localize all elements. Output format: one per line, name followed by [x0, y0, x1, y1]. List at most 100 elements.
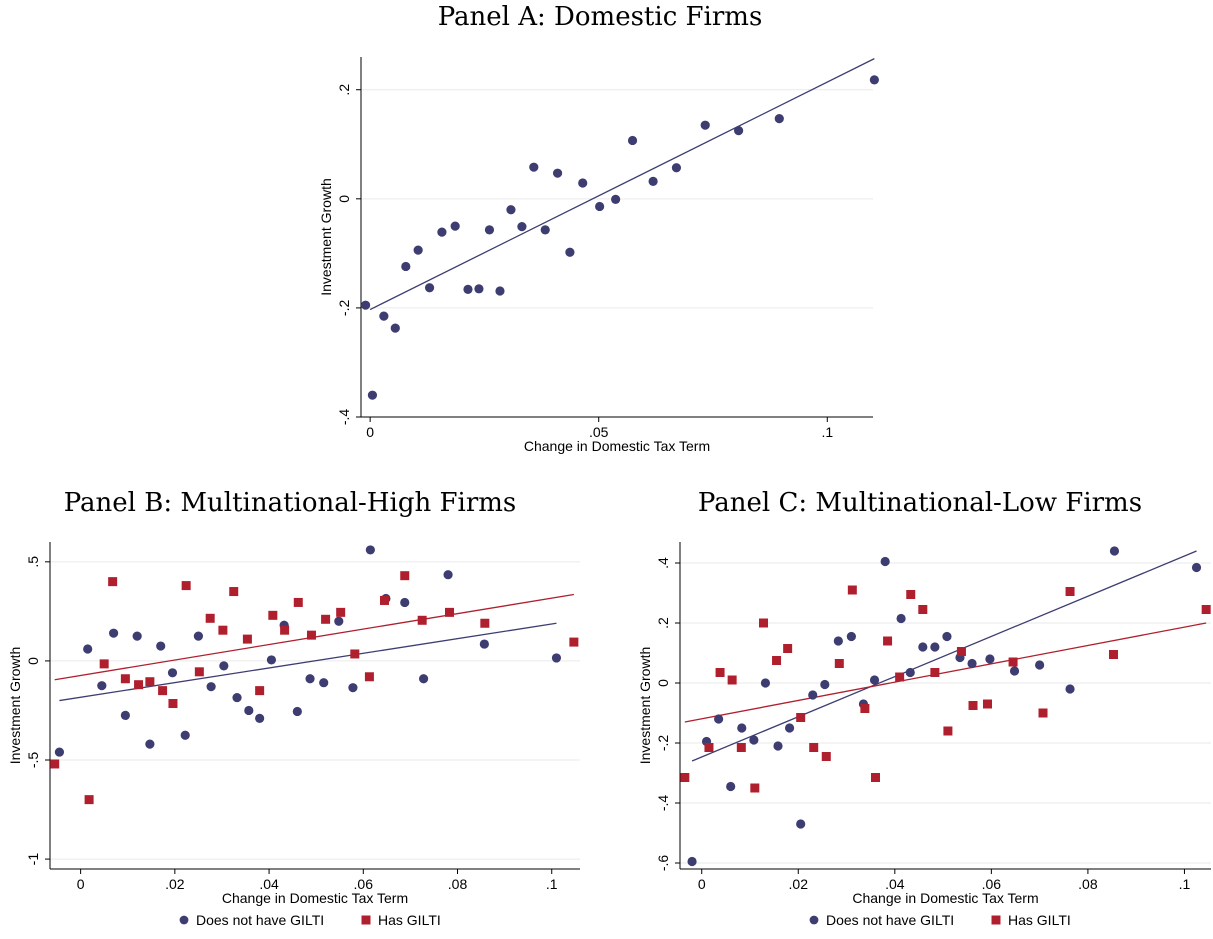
panel-c-point-no-gilti	[905, 667, 915, 678]
panel-c-point-gilti	[1065, 587, 1075, 596]
panel-c-x-tick-label: .06	[982, 876, 1002, 892]
panel-b-point-gilti	[255, 686, 265, 696]
panel-b-point-no-gilti	[244, 705, 254, 716]
panel-b-point-gilti	[480, 618, 490, 628]
panel-a-point-no-gilti	[463, 284, 473, 294]
panel-a-point-no-gilti	[450, 221, 460, 231]
panel-c-point-gilti	[1201, 605, 1211, 614]
panel-b-point-gilti	[99, 659, 109, 669]
panel-a-x-tick-label: .05	[589, 424, 609, 440]
panel-a-point-no-gilti	[390, 323, 400, 333]
panel-b-point-gilti	[205, 613, 215, 623]
panel-b-point-no-gilti	[97, 681, 107, 691]
panel-c-point-no-gilti	[726, 781, 736, 792]
panel-b-point-gilti	[218, 625, 228, 635]
panel-b-point-no-gilti	[206, 682, 216, 692]
panel-b-point-no-gilti	[109, 628, 119, 638]
panel-c-point-gilti	[968, 701, 978, 710]
panel-b-point-no-gilti	[418, 674, 429, 684]
panel-b-x-tick-label: .04	[259, 876, 279, 892]
panel-c-point-gilti	[943, 726, 953, 736]
panel-c-x-axis-label: Change in Domestic Tax Term	[852, 890, 1038, 906]
panel-a-point-no-gilti	[495, 286, 505, 296]
panel-b-point-gilti	[145, 677, 155, 687]
panel-b-y-tick-label: -1	[25, 853, 41, 866]
panel-c-fit-line-no-gilti	[691, 550, 1197, 762]
panel-a-point-no-gilti	[578, 178, 588, 188]
panel-c-y-tick-label: 0	[655, 679, 671, 687]
panel-b-point-gilti	[293, 597, 303, 607]
panel-c-point-no-gilti	[869, 675, 880, 685]
panel-c-fit-line-gilti	[684, 622, 1207, 723]
panel-a-point-no-gilti	[437, 227, 447, 237]
panel-c-point-no-gilti	[985, 654, 995, 664]
panel-a-y-tick-label: -.2	[336, 300, 352, 317]
panel-c-point-no-gilti	[1191, 562, 1202, 573]
panel-b-point-no-gilti	[145, 739, 155, 749]
panel-b-point-gilti	[242, 634, 252, 644]
panel-b-point-gilti	[306, 630, 316, 640]
panel-b-point-no-gilti	[334, 616, 344, 626]
panel-c-point-no-gilti	[846, 631, 856, 642]
panel-a-y-tick-label: -.4	[336, 409, 352, 426]
panel-c-point-gilti	[772, 656, 782, 665]
panel-c-point-gilti	[759, 618, 769, 628]
panel-b-x-axis-label: Change in Domestic Tax Term	[222, 890, 408, 906]
panel-b-x-tick-label: .02	[165, 876, 185, 892]
panel-b-point-gilti	[158, 686, 168, 696]
panel-c-point-gilti	[847, 585, 857, 595]
panel-c-legend-label-no-gilti: Does not have GILTI	[826, 912, 954, 928]
panel-b-point-gilti	[417, 615, 427, 625]
panel-a-point-no-gilti	[413, 245, 423, 255]
panel-c-point-gilti	[871, 773, 881, 782]
panel-c-point-gilti	[727, 675, 737, 685]
panel-b-point-no-gilti	[167, 668, 178, 678]
panel-c-x-tick-label: .04	[885, 876, 905, 892]
panel-a-point-no-gilti	[360, 300, 371, 310]
panel-b-point-gilti	[108, 577, 118, 587]
panel-c-point-no-gilti	[833, 636, 843, 646]
panel-b-point-gilti	[569, 637, 579, 647]
panel-b-point-no-gilti	[193, 631, 203, 641]
panel-b-y-tick-label: .5	[25, 556, 41, 568]
panel-b-point-gilti	[268, 610, 278, 620]
panel-c-x-tick-label: .1	[1179, 876, 1191, 892]
panel-c-point-no-gilti	[1035, 660, 1045, 670]
panel-c-point-gilti	[982, 699, 992, 709]
panel-b-point-no-gilti	[120, 710, 130, 721]
panel-c-point-no-gilti	[714, 714, 724, 724]
panel-a-point-no-gilti	[648, 176, 658, 186]
panel-c-x-tick-label: 0	[698, 876, 706, 892]
panel-b-point-gilti	[50, 759, 60, 769]
panel-b-point-no-gilti	[443, 570, 453, 580]
panel-b-point-gilti	[445, 607, 455, 617]
panel-c-point-gilti	[834, 659, 844, 668]
panel-b-point-gilti	[84, 795, 94, 805]
panel-c-point-gilti	[1038, 708, 1048, 718]
panel-c-point-gilti	[821, 752, 831, 761]
panel-c-point-no-gilti	[687, 856, 697, 867]
panel-c-title: Panel C: Multinational-Low Firms	[697, 488, 1143, 518]
panel-b-point-no-gilti	[400, 597, 410, 608]
panel-c-y-tick-label: -.4	[655, 795, 671, 812]
panel-a-point-no-gilti	[734, 126, 744, 136]
panel-c-point-no-gilti	[760, 678, 771, 688]
panel-c-point-no-gilti	[1009, 666, 1020, 676]
panel-b-point-no-gilti	[479, 639, 489, 649]
panel-a-point-no-gilti	[424, 283, 435, 293]
panel-b-point-gilti	[321, 614, 331, 624]
panel-b-x-tick-label: .1	[546, 876, 558, 892]
panel-b-legend-marker-gilti	[361, 915, 371, 925]
panel-c-x-tick-label: .08	[1078, 876, 1098, 892]
panel-c-x-tick-label: .02	[789, 876, 809, 892]
panel-c-legend-marker-no-gilti	[809, 915, 819, 925]
panel-a-y-axis-label: Investment Growth	[318, 178, 334, 296]
panel-a-point-no-gilti	[552, 168, 563, 178]
panel-b-point-no-gilti	[266, 655, 277, 665]
panel-c-point-gilti	[750, 783, 760, 793]
panel-b-point-gilti	[229, 587, 239, 597]
panel-a-point-no-gilti	[367, 390, 378, 400]
panel-a-point-no-gilti	[671, 163, 682, 173]
panel-a-y-tick-label: 0	[336, 195, 352, 203]
panel-a-fit-line-no-gilti	[369, 58, 875, 311]
